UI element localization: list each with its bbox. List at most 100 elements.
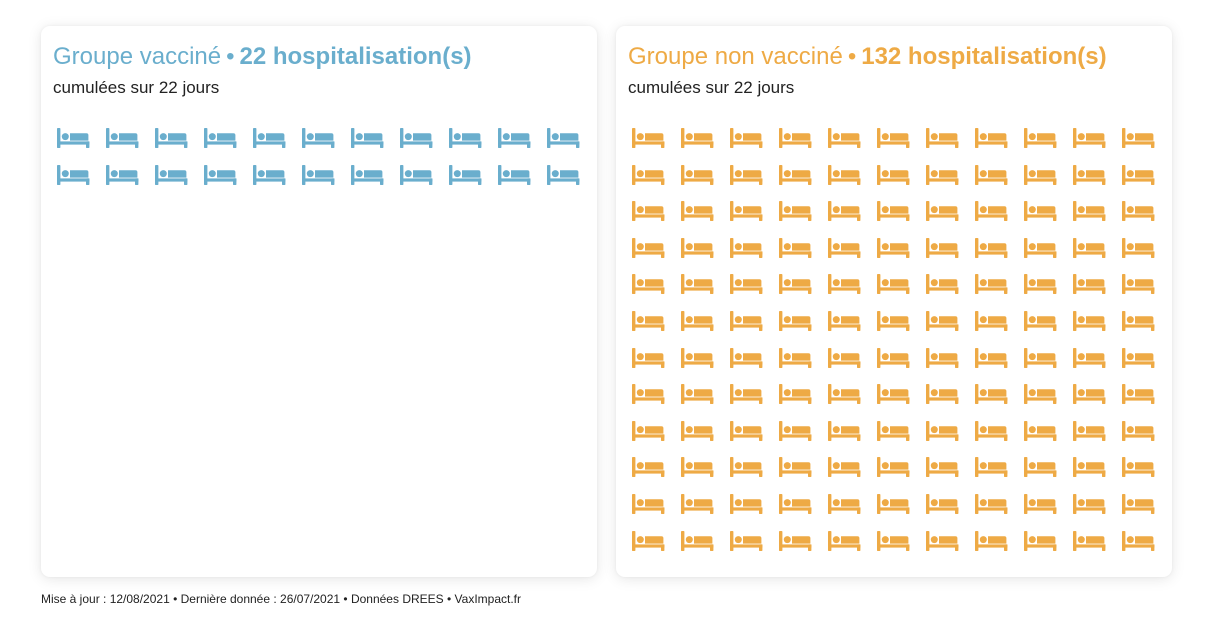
bed-icon	[877, 274, 910, 295]
bed-icon	[877, 311, 910, 331]
bed-icon	[1073, 530, 1106, 551]
bed-icon	[975, 164, 1008, 185]
vaccinated-group-label: Groupe vacciné	[53, 43, 222, 70]
bed-icon	[975, 530, 1008, 551]
bed-icon	[1122, 164, 1155, 185]
bed-icon	[681, 274, 714, 295]
bed-icon	[926, 237, 959, 258]
bed-icon	[632, 420, 665, 441]
bed-icon	[975, 201, 1008, 222]
bed-icon	[877, 128, 910, 148]
bed-icon	[1073, 128, 1106, 148]
bed-icon	[926, 347, 959, 368]
bed-icon	[730, 494, 763, 514]
bed-icon	[449, 128, 482, 148]
title-separator: •	[226, 43, 235, 70]
bed-icon	[351, 128, 384, 148]
bed-icon	[877, 530, 910, 551]
bed-icon	[681, 128, 714, 148]
bed-icon	[449, 164, 482, 185]
bed-icon	[828, 274, 861, 295]
bed-icon	[1122, 420, 1155, 441]
bed-icon	[779, 237, 812, 258]
bed-icon	[730, 420, 763, 441]
bed-icon	[1024, 201, 1057, 222]
bed-icon	[400, 164, 433, 185]
bed-icon	[730, 384, 763, 405]
bed-icon	[1122, 201, 1155, 222]
bed-icon	[1024, 237, 1057, 258]
bed-icon	[547, 128, 580, 148]
bed-icon	[828, 237, 861, 258]
bed-icon	[1073, 274, 1106, 295]
bed-icon	[877, 457, 910, 478]
bed-icon	[779, 530, 812, 551]
bed-icon	[106, 128, 139, 148]
bed-icon	[877, 420, 910, 441]
unvaccinated-count: 132 hospitalisation(s)	[861, 43, 1107, 70]
bed-icon	[498, 128, 531, 148]
bed-icon	[730, 201, 763, 222]
bed-icon	[632, 494, 665, 514]
bed-icon	[1122, 274, 1155, 295]
bed-icon	[730, 311, 763, 331]
bed-icon	[1122, 494, 1155, 514]
bed-icon	[681, 494, 714, 514]
unvaccinated-subtitle: cumulées sur 22 jours	[628, 78, 795, 97]
bed-icon	[632, 457, 665, 478]
bed-icon	[828, 530, 861, 551]
bed-icon	[730, 347, 763, 368]
bed-icon	[730, 128, 763, 148]
bed-icon	[1024, 494, 1057, 514]
footer-source: Mise à jour : 12/08/2021 • Dernière donn…	[41, 592, 521, 606]
bed-icon	[1024, 311, 1057, 331]
bed-icon	[204, 164, 237, 185]
bed-icon	[681, 420, 714, 441]
bed-icon	[681, 347, 714, 368]
bed-icon	[828, 347, 861, 368]
bed-icon	[1122, 457, 1155, 478]
bed-icon	[926, 311, 959, 331]
unvaccinated-panel: Groupe non vacciné • 132 hospitalisation(s…	[616, 26, 1172, 577]
bed-icon	[975, 128, 1008, 148]
bed-icon	[730, 274, 763, 295]
bed-icon	[1073, 237, 1106, 258]
bed-icon	[926, 457, 959, 478]
bed-icon	[975, 457, 1008, 478]
bed-icon	[1073, 457, 1106, 478]
bed-icon	[681, 164, 714, 185]
bed-icon	[779, 384, 812, 405]
bed-icon	[1073, 384, 1106, 405]
bed-icon	[1024, 347, 1057, 368]
bed-icon	[1122, 530, 1155, 551]
bed-icon	[877, 237, 910, 258]
vaccinated-subtitle: cumulées sur 22 jours	[53, 78, 220, 97]
bed-icon	[632, 164, 665, 185]
bed-icon	[926, 384, 959, 405]
bed-icon	[351, 164, 384, 185]
bed-icon	[632, 274, 665, 295]
bed-icon	[681, 311, 714, 331]
title-separator: •	[847, 43, 857, 70]
bed-icon	[1024, 457, 1057, 478]
bed-icon	[1122, 128, 1155, 148]
bed-icon	[1073, 347, 1106, 368]
bed-icon	[779, 420, 812, 441]
bed-icon	[975, 384, 1008, 405]
bed-icon	[1024, 420, 1057, 441]
bed-icon	[400, 128, 433, 148]
vaccinated-bed-grid	[56, 127, 586, 557]
bed-icon	[926, 164, 959, 185]
bed-icon	[779, 128, 812, 148]
bed-icon	[828, 311, 861, 331]
bed-icon	[155, 164, 188, 185]
bed-icon	[106, 164, 139, 185]
bed-icon	[877, 201, 910, 222]
bed-icon	[57, 128, 90, 148]
bed-icon	[779, 494, 812, 514]
bed-icon	[730, 237, 763, 258]
bed-icon	[253, 128, 286, 148]
unvaccinated-title: Groupe non vacciné • 132 hospitalisation(s…	[628, 42, 1107, 72]
bed-icon	[926, 420, 959, 441]
bed-icon	[975, 494, 1008, 514]
